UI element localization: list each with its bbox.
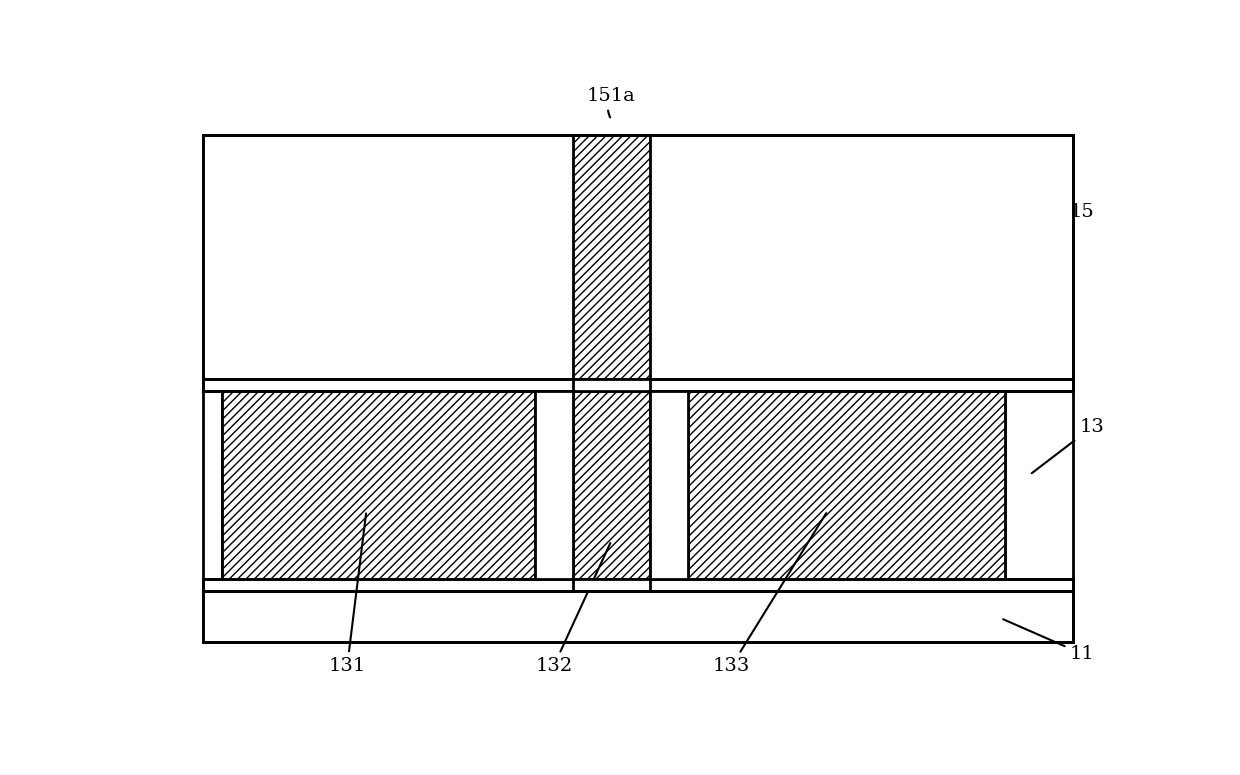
Bar (573, 380, 650, 391)
Bar (573, 135, 650, 580)
Bar (1006, 391, 1073, 580)
Bar (203, 591, 1073, 642)
Bar (203, 135, 1073, 380)
Text: 131: 131 (329, 514, 366, 675)
Bar (203, 591, 1073, 642)
Bar (573, 580, 650, 591)
Bar (203, 580, 1073, 591)
Bar (203, 135, 1073, 380)
Bar (573, 135, 650, 380)
Bar (203, 580, 1073, 591)
Text: 11: 11 (1003, 619, 1095, 663)
Bar (222, 391, 534, 580)
Bar (688, 391, 1006, 580)
Text: 133: 133 (713, 513, 826, 675)
Bar (203, 380, 1073, 391)
Text: 132: 132 (536, 543, 610, 675)
Bar (203, 391, 222, 580)
Text: 15: 15 (1003, 203, 1095, 259)
Text: 151a: 151a (587, 87, 636, 117)
Bar (534, 391, 573, 580)
Bar (203, 380, 1073, 391)
Text: 13: 13 (1032, 418, 1105, 474)
Bar (650, 391, 688, 580)
